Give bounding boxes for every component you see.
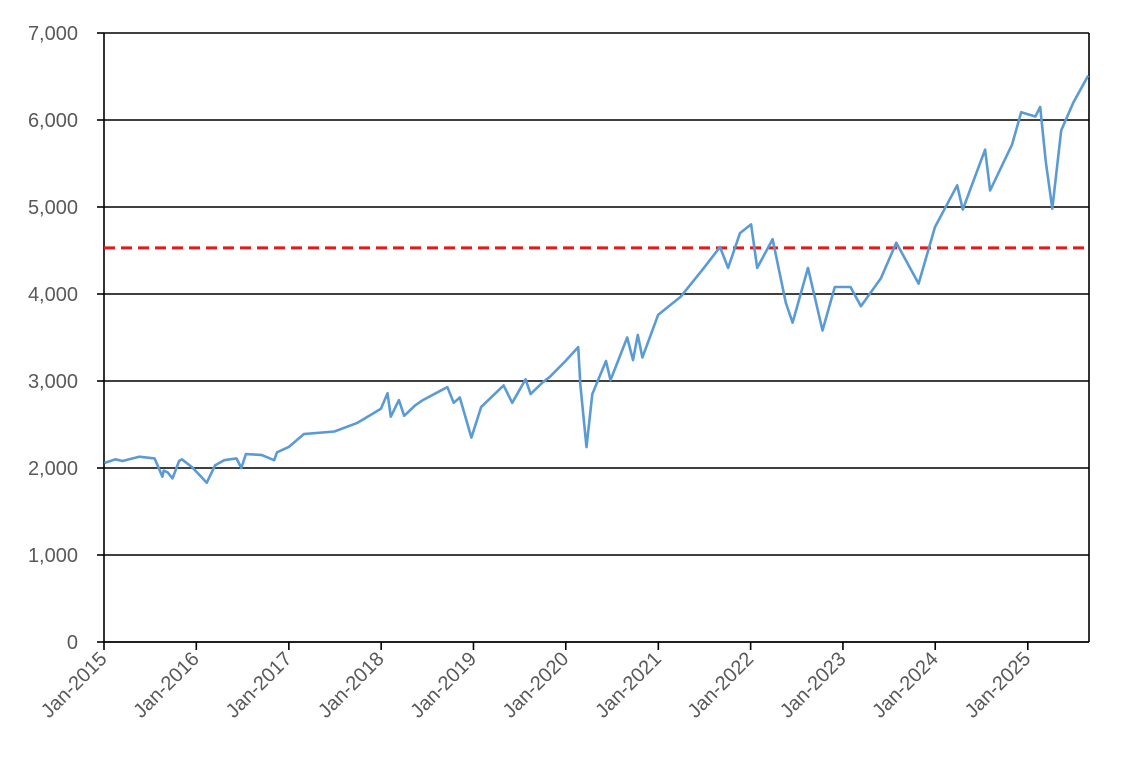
x-tick-label: Jan-2015 <box>37 648 112 723</box>
x-tick-label: Jan-2022 <box>684 648 759 723</box>
series-line <box>103 74 1090 485</box>
x-tick-label: Jan-2016 <box>129 648 204 723</box>
y-tick-label: 4,000 <box>28 284 78 306</box>
x-tick-label: Jan-2024 <box>868 648 943 723</box>
x-tick-label: Jan-2017 <box>222 648 297 723</box>
x-axis: Jan-2015 Jan-2016 Jan-2017 Jan-2018 Jan-2019… <box>37 641 1089 723</box>
y-tick-label: 1,000 <box>28 545 78 567</box>
x-tick-label: Jan-2021 <box>591 648 666 723</box>
x-tick-label: Jan-2023 <box>776 648 851 723</box>
y-tick-label: 0 <box>67 632 78 654</box>
y-tick-label: 2,000 <box>28 458 78 480</box>
y-tick-label: 7,000 <box>28 23 78 45</box>
plot-area <box>104 33 1089 642</box>
plot-background <box>104 33 1089 642</box>
series-group <box>103 74 1090 485</box>
y-axis-tick-labels: 0 1,000 2,000 3,000 4,000 5,000 6,000 7,000 <box>28 23 104 654</box>
x-tick-label: Jan-2020 <box>499 648 574 723</box>
gridlines <box>103 32 1090 643</box>
x-tick-label: Jan-2019 <box>406 648 481 723</box>
y-tick-label: 3,000 <box>28 371 78 393</box>
y-tick-label: 6,000 <box>28 110 78 132</box>
x-tick-label: Jan-2018 <box>314 648 389 723</box>
x-tick-label: Jan-2025 <box>961 648 1036 723</box>
y-tick-label: 5,000 <box>28 197 78 219</box>
